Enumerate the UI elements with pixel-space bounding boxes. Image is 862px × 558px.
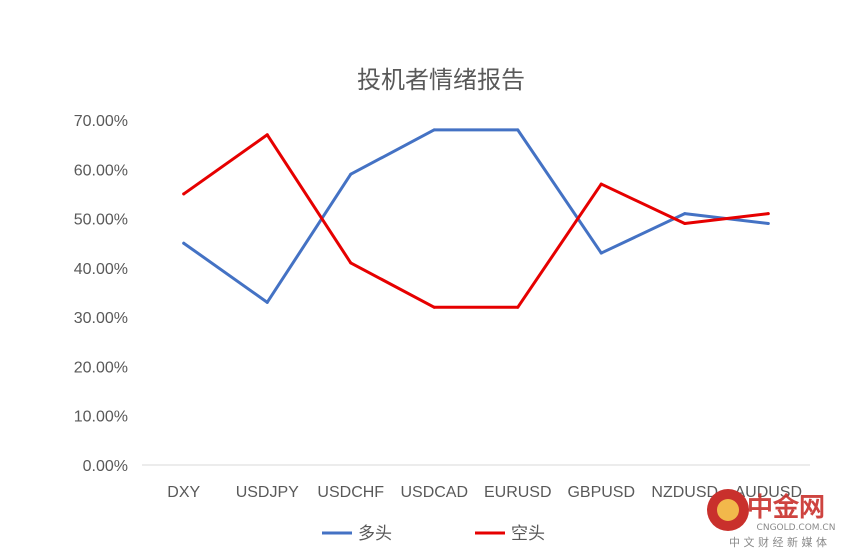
- x-tick-label: EURUSD: [484, 484, 552, 501]
- series-2: [182, 133, 770, 309]
- y-tick-label: 0.00%: [83, 458, 128, 475]
- x-tick-label: NZDUSD: [651, 484, 718, 501]
- data-point: [766, 212, 770, 216]
- data-point: [599, 182, 603, 186]
- chart-title: 投机者情绪报告: [357, 67, 525, 94]
- y-tick-label: 70.00%: [74, 113, 128, 130]
- data-point: [516, 305, 520, 309]
- series-1: [182, 128, 770, 304]
- data-point: [265, 133, 269, 137]
- y-tick-label: 40.00%: [74, 261, 128, 278]
- series-layer: [182, 128, 770, 309]
- x-tick-label: AUDUSD: [734, 484, 802, 501]
- legend-label: 多头: [358, 524, 392, 543]
- data-point: [182, 192, 186, 196]
- data-point: [349, 261, 353, 265]
- y-tick-label: 50.00%: [74, 212, 128, 229]
- x-tick-label: USDCAD: [400, 484, 468, 501]
- y-tick-label: 30.00%: [74, 310, 128, 327]
- data-point: [265, 300, 269, 304]
- legend-label: 空头: [511, 524, 545, 543]
- data-point: [349, 172, 353, 176]
- y-tick-label: 20.00%: [74, 359, 128, 376]
- data-point: [182, 241, 186, 245]
- y-tick-label: 10.00%: [74, 409, 128, 426]
- y-axis: 0.00% 10.00% 20.00% 30.00% 40.00% 50.00% 60.00…: [74, 113, 128, 475]
- data-point: [683, 212, 687, 216]
- y-tick-label: 60.00%: [74, 162, 128, 179]
- data-point: [766, 222, 770, 225]
- x-tick-label: GBPUSD: [567, 484, 635, 501]
- watermark-tagline: 中 文 财 经 新 媒 体: [729, 535, 827, 549]
- data-point: [432, 128, 436, 132]
- watermark: 中金网 CNGOLD.COM.CN 中 文 财 经 新 媒 体: [707, 489, 835, 549]
- watermark-logo-inner: [717, 499, 739, 521]
- data-point: [599, 251, 603, 255]
- series-line: [182, 128, 770, 304]
- watermark-logo-text: 中金网: [747, 492, 825, 523]
- x-tick-label: USDJPY: [236, 484, 299, 501]
- legend: 多头 空头: [322, 524, 545, 543]
- data-point: [683, 222, 687, 225]
- series-line: [182, 133, 770, 309]
- x-axis: DXY USDJPY USDCHF USDCAD EURUSD GBPUSD NZDUSD A…: [167, 484, 802, 501]
- watermark-site: CNGOLD.COM.CN: [757, 523, 836, 533]
- x-tick-label: DXY: [167, 484, 200, 501]
- data-point: [432, 305, 436, 309]
- x-tick-label: USDCHF: [317, 484, 384, 501]
- data-point: [516, 128, 520, 132]
